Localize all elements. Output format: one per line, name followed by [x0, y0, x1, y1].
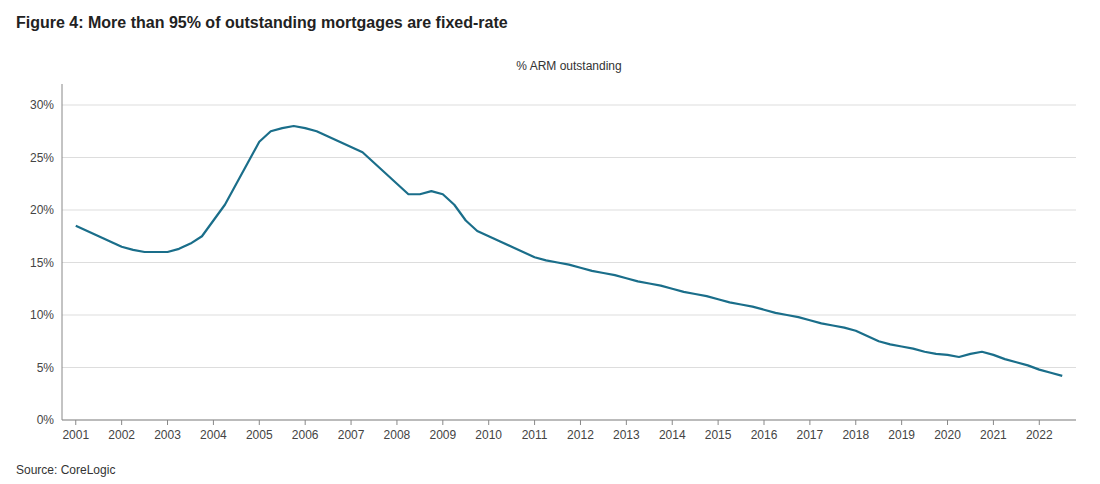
- x-tick: [764, 420, 765, 425]
- x-tick: [626, 420, 627, 425]
- x-tick-label: 2010: [475, 428, 502, 442]
- x-tick-label: 2002: [108, 428, 135, 442]
- x-tick-label: 2006: [292, 428, 319, 442]
- x-tick: [167, 420, 168, 425]
- x-tick-label: 2008: [384, 428, 411, 442]
- x-tick-label: 2021: [980, 428, 1007, 442]
- grid-line: [62, 420, 1076, 421]
- x-tick: [121, 420, 122, 425]
- x-tick: [213, 420, 214, 425]
- x-tick: [855, 420, 856, 425]
- y-tick-label: 5%: [37, 361, 55, 375]
- x-tick-label: 2022: [1026, 428, 1053, 442]
- x-tick: [809, 420, 810, 425]
- grid-line: [62, 367, 1076, 368]
- x-tick-label: 2015: [705, 428, 732, 442]
- x-tick: [351, 420, 352, 425]
- plot-area: [76, 126, 1062, 376]
- x-tick-label: 2003: [154, 428, 181, 442]
- grid-line: [62, 315, 1076, 316]
- x-tick: [947, 420, 948, 425]
- x-tick-label: 2009: [429, 428, 456, 442]
- x-tick-label: 2019: [888, 428, 915, 442]
- grid-line: [62, 262, 1076, 263]
- y-tick-label: 15%: [30, 256, 54, 270]
- x-tick: [75, 420, 76, 425]
- x-tick-label: 2005: [246, 428, 273, 442]
- x-tick-label: 2012: [567, 428, 594, 442]
- x-tick-label: 2014: [659, 428, 686, 442]
- x-tick-label: 2007: [338, 428, 365, 442]
- source-note: Source: CoreLogic: [16, 463, 115, 477]
- x-axis-line: [62, 420, 1076, 421]
- grid-line: [62, 105, 1076, 106]
- x-tick: [259, 420, 260, 425]
- x-tick: [1039, 420, 1040, 425]
- x-tick-label: 2001: [62, 428, 89, 442]
- x-tick: [488, 420, 489, 425]
- grid-line: [62, 157, 1076, 158]
- x-tick-label: 2016: [751, 428, 778, 442]
- x-tick: [534, 420, 535, 425]
- x-tick-label: 2011: [522, 428, 548, 442]
- y-tick-label: 0%: [37, 413, 55, 427]
- x-tick: [901, 420, 902, 425]
- x-tick: [993, 420, 994, 425]
- x-tick-label: 2018: [842, 428, 869, 442]
- x-tick: [305, 420, 306, 425]
- x-tick-label: 2020: [934, 428, 961, 442]
- y-grid: [62, 105, 1076, 420]
- x-tick-label: 2013: [613, 428, 640, 442]
- y-axis-label: % ARM outstanding: [516, 59, 621, 73]
- x-tick-label: 2017: [797, 428, 824, 442]
- x-tick: [672, 420, 673, 425]
- x-tick: [580, 420, 581, 425]
- x-tick: [396, 420, 397, 425]
- chart: Figure 4: More than 95% of outstanding m…: [0, 0, 1100, 484]
- x-tick-label: 2004: [200, 428, 227, 442]
- y-tick-label: 20%: [30, 203, 54, 217]
- x-tick: [442, 420, 443, 425]
- y-tick-label: 25%: [30, 151, 54, 165]
- y-tick-label: 10%: [30, 308, 54, 322]
- y-tick-label: 30%: [30, 98, 54, 112]
- y-axis-line: [62, 84, 63, 420]
- grid-line: [62, 210, 1076, 211]
- x-tick: [718, 420, 719, 425]
- title: Figure 4: More than 95% of outstanding m…: [16, 14, 508, 31]
- line: [76, 126, 1062, 376]
